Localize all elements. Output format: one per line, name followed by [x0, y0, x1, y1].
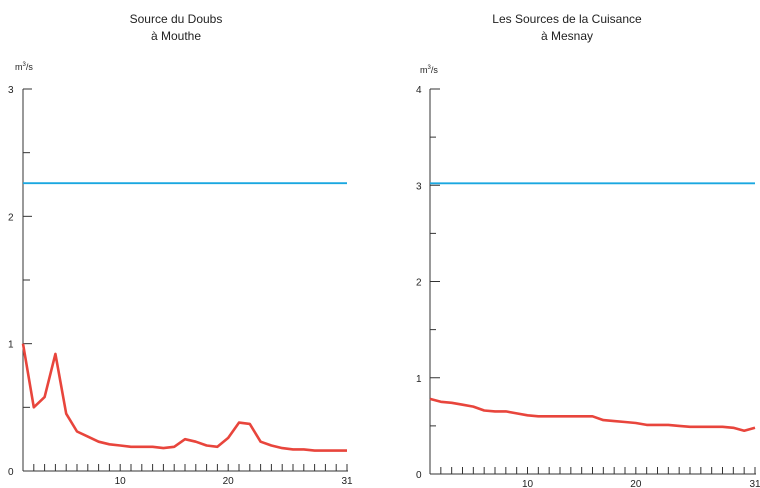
chart-left-unit-label: m3/s — [15, 62, 33, 72]
chart-right-y-tick-label: 4 — [416, 85, 422, 96]
chart-right-axes: 0 1 2 3 4 10 20 31 — [416, 85, 760, 488]
chart-right-series — [429, 182, 756, 433]
chart-right: Les Sources de la Cuisance à Mesnay m3/s… — [416, 12, 760, 488]
chart-right-subtitle: à Mesnay — [541, 29, 593, 43]
chart-right-y-tick-label: 3 — [416, 181, 422, 192]
chart-left-y-tick-label: 0 — [8, 467, 14, 478]
chart-left-subtitle: à Mouthe — [151, 29, 201, 43]
chart-left: Source du Doubs à Mouthe m3/s 0 1 2 3 10 20 31 — [8, 12, 353, 487]
chart-right-title: Les Sources de la Cuisance — [492, 12, 642, 26]
chart-right-unit-label: m3/s — [420, 65, 438, 75]
chart-left-flow-line — [21, 343, 347, 452]
chart-right-x-tick-label: 31 — [749, 479, 760, 488]
chart-right-y-tick-label: 2 — [416, 278, 422, 289]
chart-right-x-tick-label: 20 — [630, 479, 642, 488]
chart-left-y-tick-label: 1 — [8, 340, 14, 351]
chart-left-axes: 0 1 2 3 10 20 31 — [8, 85, 353, 487]
chart-right-flow-line — [429, 397, 756, 433]
chart-left-y-tick-label: 3 — [8, 85, 14, 96]
chart-right-x-tick-label: 10 — [522, 479, 534, 488]
chart-left-y-tick-label: 2 — [8, 212, 14, 223]
chart-left-x-tick-label: 31 — [341, 476, 353, 487]
chart-right-y-tick-label: 1 — [416, 374, 422, 385]
chart-left-x-tick-label: 10 — [115, 476, 127, 487]
chart-left-series — [21, 182, 347, 452]
chart-right-y-tick-label: 0 — [416, 470, 422, 481]
chart-left-x-tick-label: 20 — [223, 476, 235, 487]
chart-left-title: Source du Doubs — [130, 12, 223, 26]
